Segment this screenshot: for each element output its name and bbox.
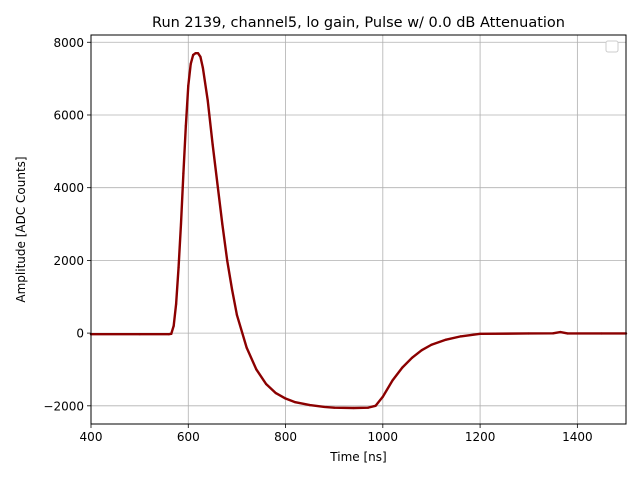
data-point — [410, 356, 414, 359]
data-point — [459, 335, 462, 338]
series-line — [89, 51, 628, 410]
data-point — [226, 259, 229, 262]
data-point — [444, 338, 448, 341]
data-point — [172, 324, 175, 327]
data-point — [323, 405, 326, 409]
plot-frame — [90, 34, 627, 425]
x-axis-label: Time [ns] — [329, 450, 386, 464]
y-axis: −2000 0 2000 4000 6000 8000 — [43, 36, 91, 413]
y-tick-label: 6000 — [53, 108, 84, 122]
data-point — [374, 404, 377, 407]
legend-box — [605, 40, 619, 53]
data-point — [221, 222, 224, 226]
chart-title: Run 2139, channel5, lo gain, Pulse w/ 0.… — [152, 15, 565, 31]
y-tick-label: 4000 — [53, 181, 84, 195]
data-series — [89, 51, 628, 410]
data-point — [559, 330, 562, 334]
grid — [90, 35, 626, 424]
data-point — [216, 182, 219, 186]
data-point — [196, 52, 200, 55]
y-tick-label: 8000 — [53, 36, 84, 50]
data-point — [430, 343, 433, 346]
data-point — [308, 403, 311, 407]
y-axis-label: Amplitude [ADC Counts] — [14, 156, 28, 302]
data-point — [284, 397, 287, 400]
data-point — [211, 142, 214, 146]
data-point — [600, 332, 603, 335]
data-point — [478, 332, 482, 335]
data-point — [381, 395, 384, 398]
data-point — [179, 222, 183, 226]
y-tick-label: 0 — [76, 327, 84, 341]
x-tick-label: 1400 — [562, 430, 593, 444]
data-point — [551, 332, 555, 335]
data-point — [230, 288, 234, 291]
data-point — [167, 333, 170, 336]
data-point — [255, 368, 258, 371]
data-point — [187, 84, 190, 87]
x-tick-label: 400 — [80, 430, 103, 444]
data-point — [391, 379, 394, 382]
data-point — [566, 332, 569, 335]
data-point — [206, 99, 209, 102]
data-point — [264, 382, 268, 386]
data-point — [294, 401, 297, 404]
data-point — [401, 366, 404, 369]
data-point — [199, 55, 202, 58]
x-tick-label: 600 — [177, 430, 200, 444]
data-point — [192, 53, 195, 57]
y-tick-label: 2000 — [53, 254, 84, 268]
data-point — [420, 349, 423, 352]
data-point — [367, 406, 370, 409]
data-point — [274, 391, 277, 395]
data-point — [184, 124, 187, 127]
data-point — [201, 66, 204, 69]
data-point — [527, 332, 530, 335]
data-point — [170, 332, 173, 335]
x-axis: 400 600 800 1000 1200 1400 — [80, 424, 593, 444]
data-point — [138, 333, 141, 336]
data-point — [235, 313, 239, 317]
data-point — [352, 406, 355, 410]
x-tick-label: 800 — [274, 430, 297, 444]
data-point — [177, 266, 180, 269]
x-tick-label: 1000 — [368, 430, 399, 444]
data-point — [194, 52, 197, 55]
data-point — [175, 302, 178, 306]
data-point — [245, 346, 248, 349]
data-point — [333, 406, 336, 409]
data-point — [189, 62, 192, 66]
y-tick-label: −2000 — [43, 399, 84, 413]
data-point — [182, 172, 185, 175]
x-tick-label: 1200 — [465, 430, 496, 444]
